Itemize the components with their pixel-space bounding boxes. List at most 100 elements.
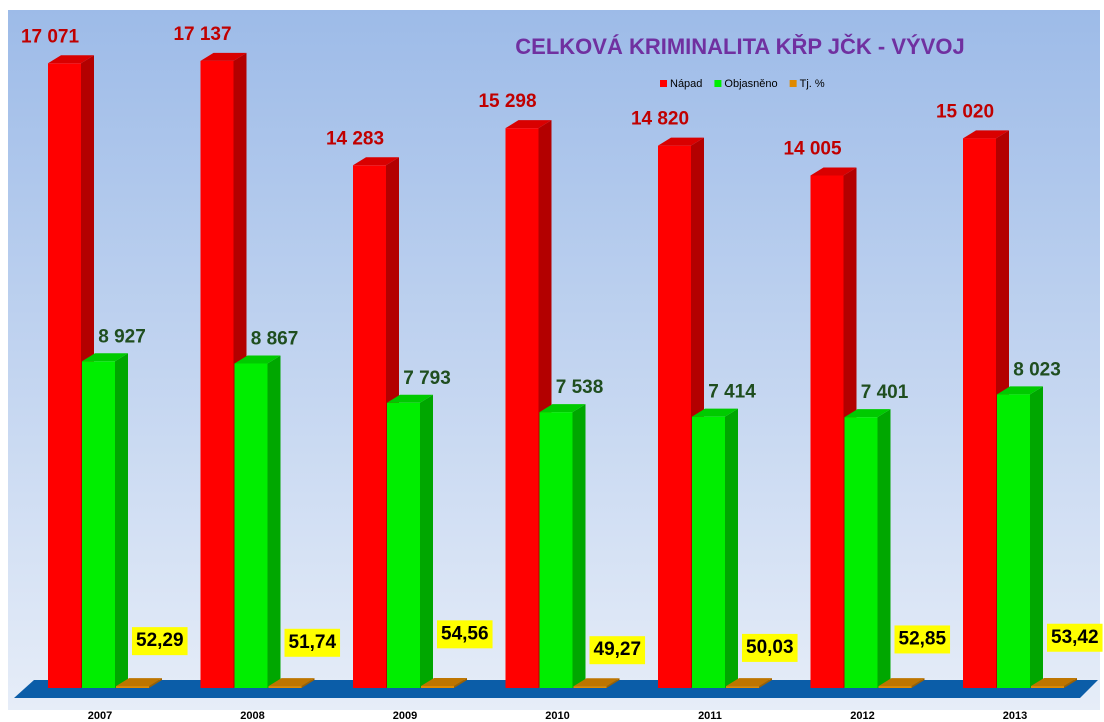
- x-tick-label: 2009: [393, 710, 417, 722]
- data-label: 51,74: [289, 632, 337, 653]
- bar: [116, 686, 149, 688]
- bar-side: [572, 404, 586, 688]
- x-tick-label: 2011: [698, 710, 722, 722]
- bar: [421, 686, 454, 688]
- data-label: 50,03: [746, 637, 794, 658]
- x-tick-label: 2012: [850, 710, 874, 722]
- data-label: 14 820: [631, 109, 689, 130]
- data-label-box: [589, 636, 646, 665]
- data-label: 52,85: [899, 628, 947, 649]
- x-tick-label: 2007: [88, 710, 112, 722]
- data-label: 15 020: [936, 101, 994, 122]
- bar-top: [116, 678, 162, 687]
- bar: [692, 416, 725, 688]
- x-tick-label: 2008: [240, 710, 264, 722]
- bar: [387, 402, 420, 688]
- bar: [658, 145, 691, 688]
- data-label-box: [437, 620, 493, 649]
- legend-label: Objasněno: [724, 78, 777, 90]
- data-label: 15 298: [478, 91, 536, 112]
- bar-side: [911, 678, 925, 688]
- bar-side: [301, 678, 315, 688]
- data-label-box: [284, 628, 341, 657]
- bar-top: [539, 404, 586, 413]
- bar-top: [692, 408, 738, 417]
- bar: [505, 128, 539, 688]
- bar: [573, 686, 607, 688]
- data-label-box: [132, 627, 188, 656]
- bar-side: [877, 409, 891, 688]
- data-label: 14 283: [326, 128, 384, 149]
- bar: [726, 686, 759, 688]
- bar-side: [725, 408, 738, 688]
- bar-top: [726, 678, 772, 687]
- bar: [82, 361, 115, 688]
- bar: [539, 412, 573, 688]
- data-label: 7 401: [861, 382, 909, 403]
- legend-label: Tj. %: [800, 78, 825, 90]
- bar-top: [997, 386, 1043, 395]
- bar: [997, 394, 1030, 688]
- legend-swatch: [714, 80, 722, 87]
- legend-swatch: [660, 80, 667, 87]
- data-label: 53,42: [1051, 627, 1099, 648]
- bar-top: [658, 137, 704, 146]
- data-label: 7 538: [556, 377, 604, 398]
- bar-top: [963, 130, 1009, 139]
- bar: [1031, 686, 1064, 688]
- bar-side: [606, 678, 620, 688]
- data-label: 17 137: [173, 24, 231, 45]
- bar-top: [200, 52, 247, 61]
- data-label: 7 793: [403, 368, 451, 389]
- bar-side: [149, 678, 162, 688]
- bar-side: [454, 678, 467, 688]
- bar-top: [387, 394, 433, 403]
- bar: [48, 63, 81, 688]
- bar-top: [268, 678, 315, 687]
- legend-swatch: [789, 80, 797, 87]
- data-label-box: [894, 625, 951, 654]
- data-label: 14 005: [783, 138, 842, 159]
- bar-side: [759, 678, 772, 688]
- bar-top: [573, 678, 620, 687]
- x-tick-label: 2013: [1003, 710, 1027, 722]
- bar-side: [420, 394, 433, 688]
- data-label-box: [1047, 623, 1103, 652]
- bar-top: [421, 678, 467, 687]
- bar: [844, 417, 878, 688]
- bar: [268, 686, 302, 688]
- bar: [963, 138, 996, 688]
- data-label: 17 071: [21, 26, 80, 47]
- bar-top: [1031, 678, 1077, 687]
- bar-top: [505, 120, 552, 129]
- bar-top: [48, 55, 94, 64]
- bar-side: [1030, 386, 1043, 688]
- bar-top: [234, 355, 281, 364]
- x-tick-label: 2010: [545, 710, 569, 722]
- data-label: 8 867: [251, 329, 299, 350]
- bar: [234, 363, 268, 688]
- data-label: 8 023: [1013, 359, 1061, 380]
- data-label: 7 414: [708, 382, 756, 403]
- data-label: 52,29: [136, 630, 184, 651]
- bar-top: [353, 157, 399, 166]
- bar-side: [1064, 678, 1077, 688]
- bar-side: [267, 355, 281, 688]
- chart-title: CELKOVÁ KRIMINALITA KŘP JČK - VÝVOJ: [515, 34, 964, 59]
- bar-top: [82, 353, 128, 362]
- bar: [200, 60, 234, 689]
- legend-label: Nápad: [670, 78, 702, 90]
- bar-side: [115, 353, 128, 688]
- bar: [878, 686, 912, 688]
- data-label-box: [742, 633, 798, 662]
- bar: [810, 175, 844, 689]
- bar-top: [878, 678, 925, 687]
- bar-top: [810, 167, 857, 176]
- data-label: 54,56: [441, 623, 489, 644]
- data-label: 8 927: [98, 326, 146, 347]
- data-label: 49,27: [594, 639, 642, 660]
- bar-top: [844, 409, 891, 418]
- bar: [353, 165, 386, 688]
